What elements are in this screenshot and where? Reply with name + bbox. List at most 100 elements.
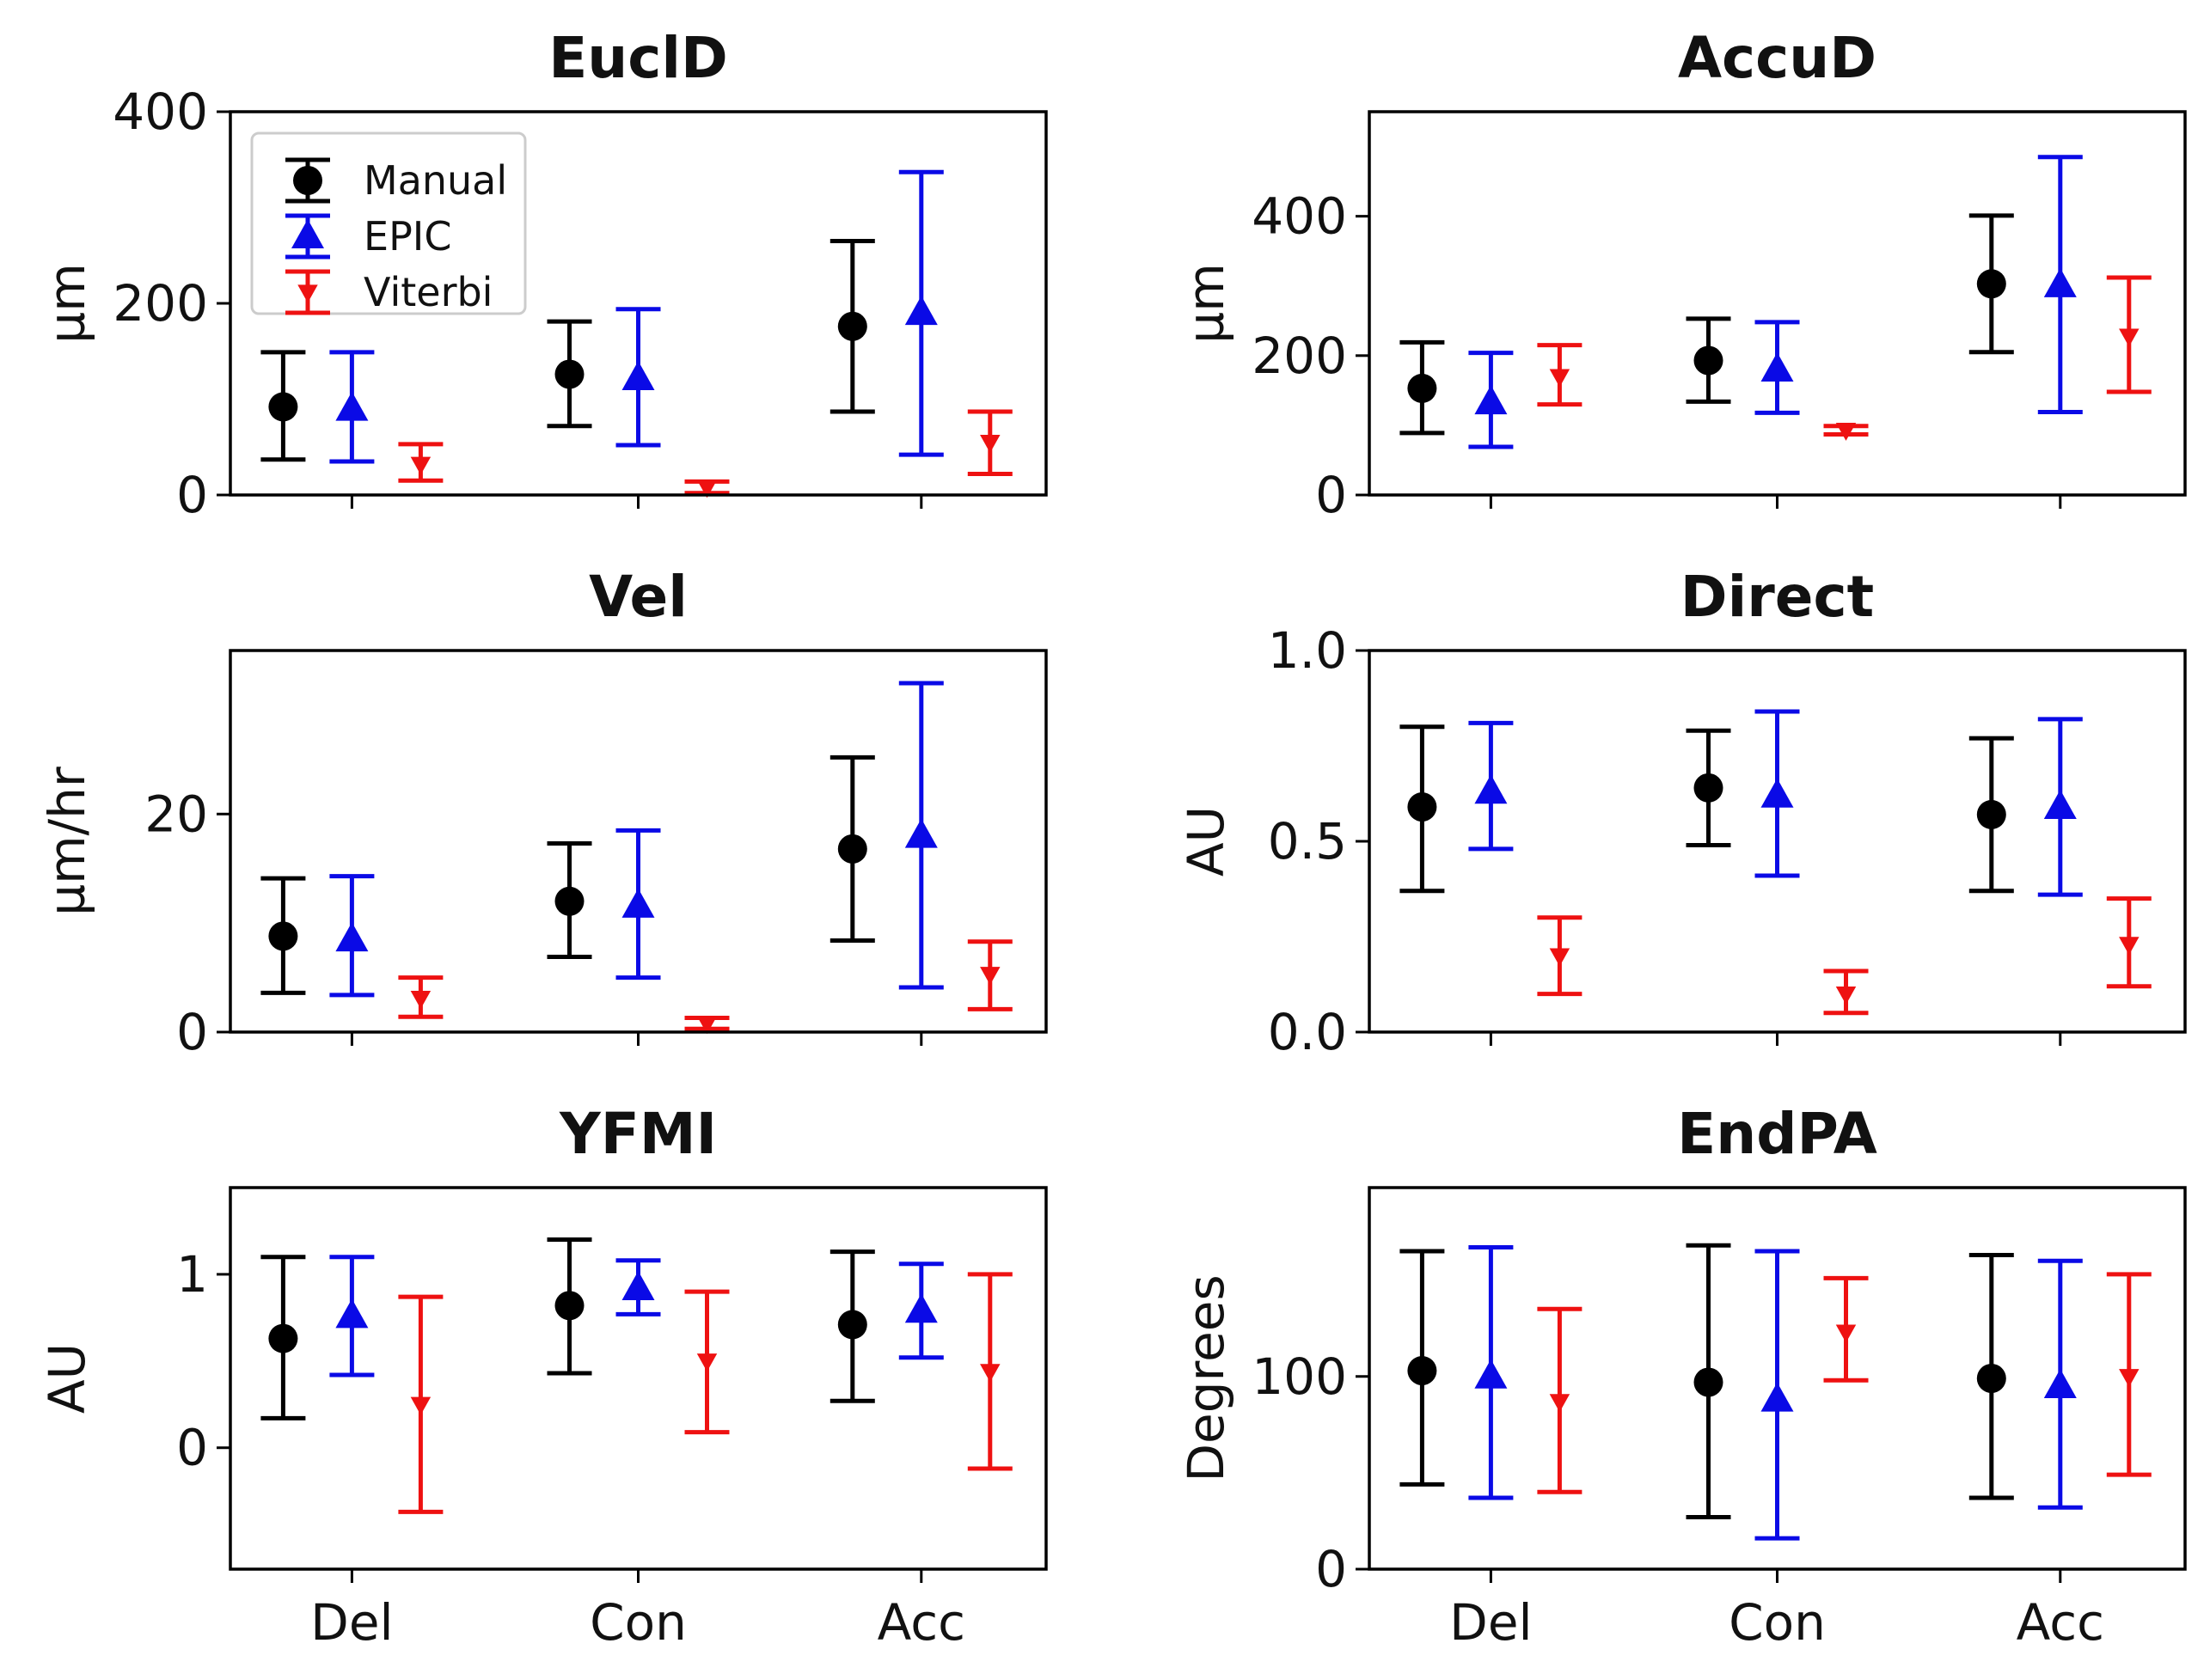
data-point [904, 1293, 938, 1323]
y-tick-label: 20 [144, 785, 208, 843]
data-point [837, 311, 867, 341]
panel-direct: Direct 0.0 0.5 1.0 AU [1177, 564, 2187, 1061]
panel-yfmi: YFMI 0 1 AU Del Con Acc [38, 1101, 1048, 1652]
data-point [1407, 373, 1437, 403]
data-point [2119, 1369, 2140, 1388]
data-point [1976, 1364, 2006, 1393]
data-point [696, 1353, 718, 1372]
data-point [904, 296, 938, 326]
legend-marker [291, 219, 324, 248]
data-point [1976, 799, 2006, 829]
panel-title: AccuD [1678, 25, 1876, 91]
data-point [696, 480, 718, 498]
data-point [980, 1364, 1001, 1383]
plot-frame [229, 110, 1048, 497]
y-tick-label: 0 [176, 466, 208, 524]
data-point [2043, 790, 2077, 820]
data-point [410, 456, 432, 475]
legend-label: Viterbi [364, 269, 493, 315]
data-point [335, 922, 369, 952]
data-point [335, 391, 369, 421]
data-point [1549, 369, 1570, 388]
data-point [2119, 937, 2140, 956]
data-point [1835, 986, 1857, 1005]
panel-eucld: EuclD 0 200 400 µm Manual EPIC Viterbi [38, 25, 1048, 524]
data-point [268, 392, 298, 422]
data-point [621, 360, 655, 390]
data-point [837, 1310, 867, 1340]
data-point [554, 886, 585, 916]
x-tick-label: Del [310, 1593, 393, 1652]
data-point [554, 359, 585, 389]
legend-marker [297, 284, 318, 303]
y-tick-label: 0 [1315, 466, 1347, 524]
data-point [1760, 352, 1794, 382]
plot-frame [229, 649, 1048, 1034]
y-tick-label: 200 [1252, 327, 1347, 385]
y-tick-label: 1 [176, 1245, 208, 1304]
panel-accud: AccuD 0 200 400 µm [1177, 25, 2187, 524]
data-point [1407, 1356, 1437, 1386]
plot-frame [1368, 649, 2187, 1034]
y-axis-label: µm/hr [38, 767, 96, 916]
y-tick-label: 0 [176, 1003, 208, 1061]
panel-vel: Vel 0 20 µm/hr [38, 564, 1048, 1061]
legend-label: Manual [364, 157, 507, 204]
y-tick-label: 200 [113, 274, 208, 333]
y-axis-label: Degrees [1177, 1274, 1235, 1481]
data-point [554, 1291, 585, 1321]
data-point [904, 818, 938, 848]
y-tick-label: 0 [1315, 1540, 1347, 1598]
data-point [2043, 1368, 2077, 1398]
data-point [1407, 792, 1437, 822]
x-tick-label: Acc [878, 1593, 965, 1652]
data-point [335, 1298, 369, 1329]
data-point [1693, 345, 1723, 376]
y-tick-label: 0 [176, 1419, 208, 1477]
data-point [1549, 1394, 1570, 1413]
data-point [1760, 778, 1794, 808]
panel-title: Direct [1680, 564, 1874, 630]
data-point [2043, 267, 2077, 297]
panel-title: Vel [589, 564, 688, 630]
data-point [1474, 774, 1508, 804]
data-point [621, 888, 655, 918]
data-point [268, 921, 298, 951]
data-point [837, 834, 867, 864]
data-point [696, 1016, 718, 1035]
data-point [1693, 773, 1723, 803]
data-point [1693, 1367, 1723, 1397]
data-point [1976, 269, 2006, 299]
y-tick-label: 400 [1252, 187, 1347, 246]
y-tick-label: 400 [113, 82, 208, 141]
plot-frame [1368, 110, 2187, 497]
y-axis-label: µm [38, 263, 96, 343]
plot-frame [229, 1186, 1048, 1571]
y-axis-label: AU [38, 1343, 96, 1414]
data-point [980, 967, 1001, 986]
y-axis-label: µm [1177, 263, 1235, 343]
data-point [410, 1396, 432, 1415]
y-tick-label: 0.0 [1268, 1003, 1347, 1061]
y-tick-label: 1.0 [1268, 621, 1347, 680]
y-tick-label: 100 [1252, 1347, 1347, 1406]
x-tick-label: Con [590, 1593, 687, 1652]
y-tick-label: 0.5 [1268, 812, 1347, 871]
legend-label: EPIC [364, 213, 452, 260]
data-point [1549, 948, 1570, 967]
data-point [1835, 422, 1857, 441]
x-tick-label: Con [1729, 1593, 1826, 1652]
panel-endpa: EndPA 0 100 Degrees Del Con Acc [1177, 1101, 2187, 1652]
panel-title: EuclD [548, 25, 728, 91]
legend: Manual EPIC Viterbi [250, 131, 527, 315]
data-point [980, 435, 1001, 454]
data-point [268, 1323, 298, 1353]
data-point [1474, 385, 1508, 415]
data-point [621, 1271, 655, 1301]
legend-marker [293, 166, 322, 195]
data-point [2119, 328, 2140, 347]
data-point [1835, 1324, 1857, 1343]
x-tick-label: Acc [2017, 1593, 2104, 1652]
panel-title: EndPA [1677, 1101, 1877, 1167]
